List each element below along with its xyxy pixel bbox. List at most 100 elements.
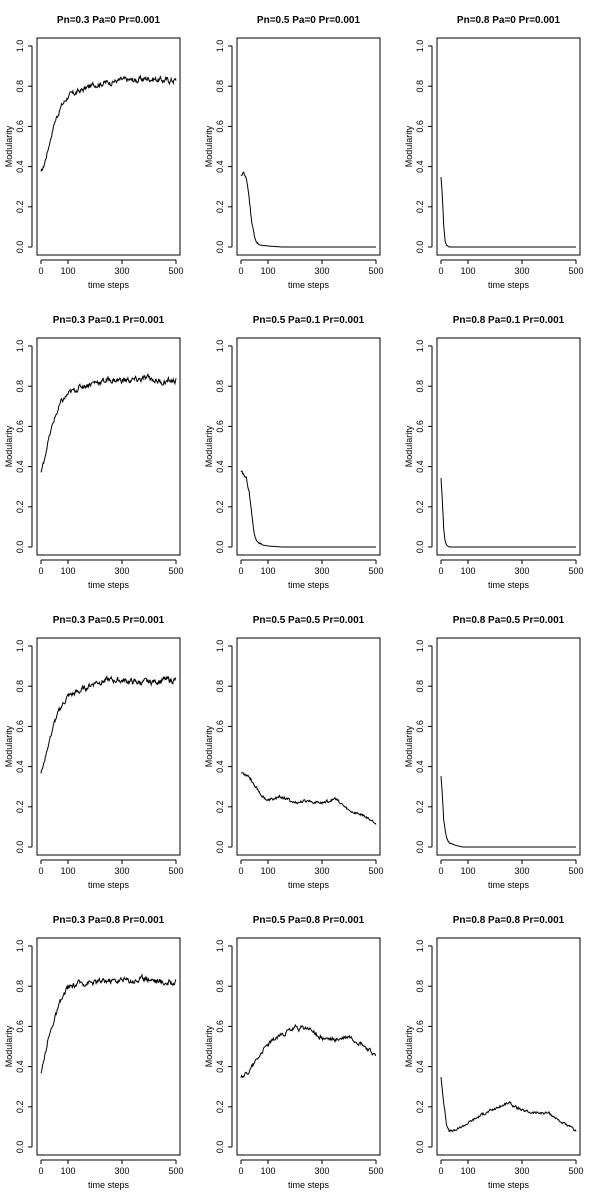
- x-tick-label: 300: [514, 1166, 529, 1176]
- y-tick-label: 0.0: [215, 541, 225, 554]
- plot-frame: [236, 637, 381, 856]
- modularity-series-line: [440, 1077, 577, 1133]
- x-tick-label: 100: [460, 866, 475, 876]
- x-axis-label: time steps: [488, 1180, 530, 1190]
- line-chart: Pn=0.3 Pa=0 Pr=0.001 0 100 300 500 time steps…: [4, 15, 184, 290]
- y-tick-label: 0.4: [415, 760, 425, 773]
- x-tick-label: 100: [60, 1166, 75, 1176]
- x-tick-label: 500: [568, 866, 583, 876]
- y-tick-label: 1.0: [415, 40, 425, 53]
- line-chart: Pn=0.3 Pa=0.5 Pr=0.001 0 100 300 500 time ste…: [4, 615, 184, 890]
- x-tick-label: 300: [314, 266, 329, 276]
- y-tick-label: 0.0: [215, 841, 225, 854]
- y-tick-label: 0.6: [15, 120, 25, 133]
- modularity-series-line: [240, 772, 377, 825]
- y-tick-label: 0.4: [215, 460, 225, 473]
- y-tick-label: 0.2: [15, 201, 25, 214]
- plot-frame: [436, 37, 581, 256]
- y-tick-label: 0.8: [15, 80, 25, 93]
- x-tick-label: 100: [460, 566, 475, 576]
- plot-frame: [436, 337, 581, 556]
- modularity-series-line: [240, 1023, 377, 1079]
- chart-panel: Pn=0.8 Pa=0.1 Pr=0.001 0 100 300 500 time ste…: [400, 300, 600, 600]
- x-axis-label: time steps: [88, 1180, 130, 1190]
- x-tick-label: 500: [168, 866, 183, 876]
- chart-title: Pn=0.8 Pa=0.8 Pr=0.001: [453, 915, 565, 926]
- y-tick-label: 0.6: [215, 120, 225, 133]
- x-tick-label: 0: [38, 866, 43, 876]
- plot-frame: [36, 337, 181, 556]
- plot-frame: [36, 637, 181, 856]
- y-axis-label: Modularity: [4, 125, 14, 167]
- x-tick-label: 500: [368, 266, 383, 276]
- chart-title: Pn=0.5 Pa=0.1 Pr=0.001: [253, 315, 365, 326]
- x-tick-label: 100: [260, 266, 275, 276]
- plot-frame: [36, 937, 181, 1156]
- x-tick-label: 300: [514, 566, 529, 576]
- y-tick-label: 0.8: [415, 80, 425, 93]
- y-axis-label: Modularity: [204, 1025, 214, 1067]
- chart-panel: Pn=0.5 Pa=0.5 Pr=0.001 0 100 300 500 time ste…: [200, 600, 400, 900]
- y-tick-label: 0.2: [415, 801, 425, 814]
- line-chart: Pn=0.5 Pa=0.8 Pr=0.001 0 100 300 500 time ste…: [204, 915, 384, 1190]
- y-tick-label: 0.8: [15, 380, 25, 393]
- y-tick-label: 0.0: [215, 241, 225, 254]
- y-tick-label: 0.8: [415, 980, 425, 993]
- y-axis-label: Modularity: [204, 725, 214, 767]
- y-tick-label: 0.6: [415, 420, 425, 433]
- x-tick-label: 100: [260, 866, 275, 876]
- y-tick-label: 0.0: [215, 1141, 225, 1154]
- modularity-series-line: [240, 470, 376, 548]
- chart-title: Pn=0.3 Pa=0.5 Pr=0.001: [53, 615, 165, 626]
- x-axis-label: time steps: [488, 580, 530, 590]
- x-tick-label: 300: [114, 266, 129, 276]
- line-chart: Pn=0.8 Pa=0.1 Pr=0.001 0 100 300 500 time ste…: [404, 315, 584, 590]
- plot-frame: [36, 37, 181, 256]
- x-tick-label: 100: [60, 866, 75, 876]
- x-axis-label: time steps: [288, 580, 330, 590]
- line-chart: Pn=0.8 Pa=0.8 Pr=0.001 0 100 300 500 time ste…: [404, 915, 584, 1190]
- line-chart: Pn=0.5 Pa=0.1 Pr=0.001 0 100 300 500 time ste…: [204, 315, 384, 590]
- plot-frame: [436, 637, 581, 856]
- x-tick-label: 0: [38, 1166, 43, 1176]
- x-tick-label: 0: [238, 866, 243, 876]
- y-axis-label: Modularity: [404, 1025, 414, 1067]
- y-tick-label: 0.8: [215, 80, 225, 93]
- x-tick-label: 300: [314, 1166, 329, 1176]
- x-axis-label: time steps: [288, 1180, 330, 1190]
- x-tick-label: 500: [568, 1166, 583, 1176]
- x-tick-label: 0: [438, 866, 443, 876]
- x-tick-label: 300: [514, 866, 529, 876]
- x-tick-label: 100: [260, 566, 275, 576]
- chart-title: Pn=0.3 Pa=0 Pr=0.001: [57, 15, 161, 26]
- y-tick-label: 0.4: [415, 160, 425, 173]
- y-tick-label: 0.6: [215, 420, 225, 433]
- y-tick-label: 1.0: [215, 40, 225, 53]
- x-tick-label: 0: [238, 566, 243, 576]
- x-tick-label: 100: [60, 266, 75, 276]
- y-axis-label: Modularity: [204, 125, 214, 167]
- y-tick-label: 0.2: [15, 801, 25, 814]
- chart-panel: Pn=0.3 Pa=0.5 Pr=0.001 0 100 300 500 time ste…: [0, 600, 200, 900]
- chart-panel: Pn=0.5 Pa=0.1 Pr=0.001 0 100 300 500 time ste…: [200, 300, 400, 600]
- y-tick-label: 1.0: [415, 640, 425, 653]
- chart-panel: Pn=0.8 Pa=0 Pr=0.001 0 100 300 500 time steps…: [400, 0, 600, 300]
- x-tick-label: 100: [60, 566, 75, 576]
- y-tick-label: 0.4: [15, 460, 25, 473]
- x-tick-label: 500: [568, 566, 583, 576]
- y-tick-label: 0.4: [415, 460, 425, 473]
- x-tick-label: 500: [368, 866, 383, 876]
- x-tick-label: 100: [460, 1166, 475, 1176]
- x-tick-label: 100: [260, 1166, 275, 1176]
- y-tick-label: 0.0: [415, 841, 425, 854]
- y-tick-label: 1.0: [15, 640, 25, 653]
- y-tick-label: 0.2: [415, 1101, 425, 1114]
- line-chart: Pn=0.3 Pa=0.8 Pr=0.001 0 100 300 500 time ste…: [4, 915, 184, 1190]
- y-tick-label: 0.8: [15, 680, 25, 693]
- x-tick-label: 500: [368, 566, 383, 576]
- y-tick-label: 0.8: [215, 980, 225, 993]
- y-tick-label: 0.4: [415, 1060, 425, 1073]
- modularity-series-line: [440, 177, 576, 248]
- modularity-series-line: [40, 372, 177, 473]
- y-tick-label: 0.0: [15, 241, 25, 254]
